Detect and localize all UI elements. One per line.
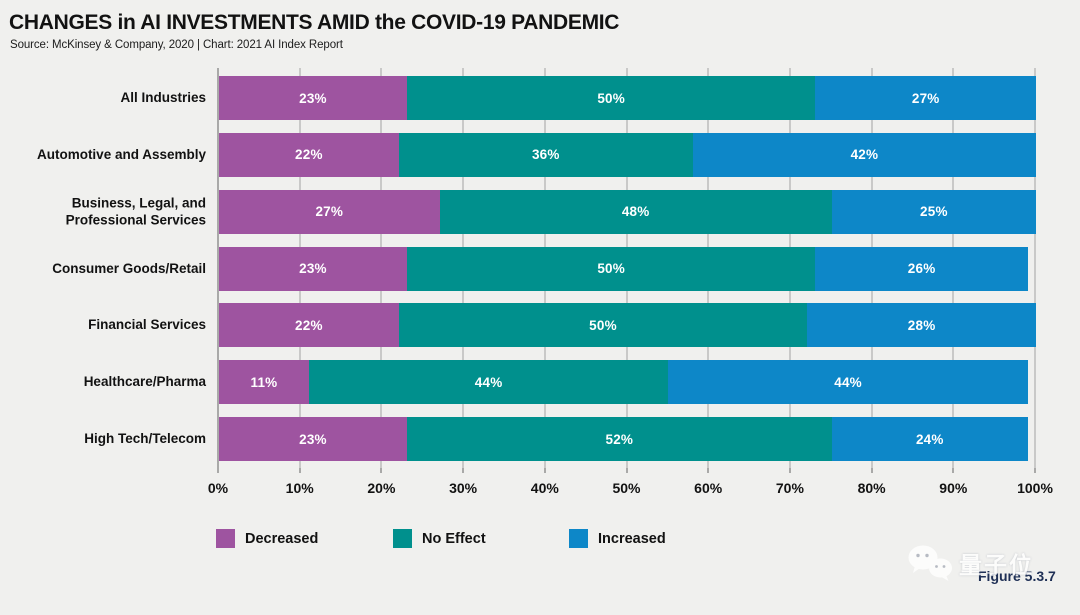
bar-segment-decreased: 22%: [219, 132, 399, 177]
bar-segment-decreased: 22%: [219, 303, 399, 348]
bar-value-label: 25%: [920, 204, 948, 220]
bar-value-label: 28%: [907, 317, 936, 333]
bar-value-label: 27%: [911, 90, 940, 106]
bar-segment-no-effect: 48%: [439, 189, 832, 234]
bar-segment-decreased: 23%: [219, 76, 407, 120]
legend-item-increased: Increased: [569, 529, 666, 548]
category-label: Healthcare/Pharma: [83, 374, 206, 390]
category-label: Business, Legal, and Professional Servic…: [65, 195, 206, 228]
bar-row: 23% 50% 26%: [219, 246, 1028, 291]
legend-item-no-effect: No Effect: [393, 529, 486, 548]
axis-tick: [870, 468, 873, 473]
chart-source: Source: McKinsey & Company, 2020 | Chart…: [10, 39, 343, 51]
bar-segment-decreased: 23%: [219, 246, 407, 291]
x-axis-tick-label: 90%: [939, 480, 968, 496]
bar-value-label: 50%: [597, 261, 625, 277]
axis-tick: [543, 468, 546, 473]
bar-value-label: 42%: [850, 147, 879, 163]
bar-row: 11% 44% 44%: [219, 360, 1028, 405]
bar-row: 27% 48% 25%: [219, 189, 1036, 234]
legend-swatch: [569, 529, 588, 548]
bar-value-label: 44%: [834, 374, 862, 390]
x-axis-tick-label: 30%: [449, 480, 478, 496]
bar-segment-increased: 26%: [815, 246, 1028, 291]
axis-tick: [1034, 468, 1036, 473]
bar-value-label: 22%: [295, 147, 323, 163]
bar-segment-no-effect: 50%: [406, 76, 816, 120]
bar-row: 22% 50% 28%: [219, 303, 1036, 348]
bar-segment-increased: 44%: [668, 360, 1028, 405]
axis-tick: [217, 468, 219, 473]
x-axis-tick-label: 40%: [530, 480, 559, 496]
x-axis-tick-label: 0%: [207, 480, 229, 496]
chart-title: CHANGES in AI INVESTMENTS AMID the COVID…: [9, 11, 620, 34]
bar-value-label: 27%: [315, 204, 344, 220]
bar-segment-no-effect: 50%: [398, 303, 808, 348]
bar-segment-increased: 27%: [815, 76, 1036, 120]
figure-label: Figure 5.3.7: [978, 568, 1056, 584]
bar-value-label: 50%: [597, 90, 625, 106]
gridline: [217, 68, 219, 468]
bar-value-label: 22%: [295, 317, 323, 333]
legend-swatch: [393, 529, 412, 548]
bar-segment-no-effect: 36%: [398, 132, 693, 177]
bar-value-label: 11%: [250, 374, 278, 390]
bar-value-label: 52%: [605, 431, 634, 447]
bar-segment-no-effect: 44%: [308, 360, 669, 405]
category-label: All Industries: [120, 90, 206, 106]
bar-segment-no-effect: 52%: [406, 417, 832, 462]
bar-segment-increased: 42%: [692, 132, 1036, 177]
gridline: [1034, 68, 1036, 468]
x-axis-tick-label: 80%: [857, 480, 886, 496]
category-label: Consumer Goods/Retail: [52, 260, 206, 276]
bar-segment-decreased: 11%: [219, 360, 309, 405]
axis-tick: [625, 468, 628, 473]
axis-tick: [462, 468, 465, 473]
bar-value-label: 44%: [474, 374, 503, 390]
bar-value-label: 24%: [915, 431, 944, 447]
bar-value-label: 50%: [589, 317, 617, 333]
x-axis-tick-label: 100%: [1017, 480, 1053, 496]
axis-tick: [298, 468, 301, 473]
wechat-icon: [908, 545, 952, 581]
bar-value-label: 36%: [531, 147, 560, 163]
category-label: Automotive and Assembly: [36, 147, 206, 163]
legend-swatch: [216, 529, 235, 548]
bar-segment-decreased: 23%: [219, 417, 407, 462]
axis-tick: [788, 468, 791, 473]
bar-segment-decreased: 27%: [219, 189, 440, 234]
bar-value-label: 23%: [299, 261, 327, 277]
x-axis-tick-label: 50%: [612, 480, 641, 496]
category-label: Financial Services: [88, 317, 206, 333]
bar-row: 23% 50% 27%: [219, 76, 1036, 120]
legend-label: Increased: [598, 530, 666, 547]
legend-label: Decreased: [245, 530, 319, 547]
axis-tick: [707, 468, 710, 473]
bar-value-label: 23%: [299, 90, 327, 106]
bar-value-label: 26%: [907, 261, 936, 277]
x-axis-tick-label: 60%: [694, 480, 723, 496]
bar-segment-increased: 25%: [831, 189, 1036, 234]
bar-value-label: 48%: [621, 204, 650, 220]
bar-segment-increased: 24%: [831, 417, 1028, 462]
bar-row: 22% 36% 42%: [219, 132, 1036, 177]
category-label: High Tech/Telecom: [84, 431, 206, 447]
bar-row: 23% 52% 24%: [219, 417, 1028, 462]
bar-value-label: 23%: [299, 431, 327, 447]
x-axis-tick-label: 10%: [285, 480, 314, 496]
axis-tick: [952, 468, 955, 473]
legend-label: No Effect: [422, 530, 486, 547]
bar-segment-no-effect: 50%: [406, 246, 816, 291]
x-axis-tick-label: 70%: [775, 480, 804, 496]
x-axis-tick-label: 20%: [367, 480, 396, 496]
axis-tick: [380, 468, 383, 473]
legend-item-decreased: Decreased: [216, 529, 318, 548]
bar-segment-increased: 28%: [807, 303, 1036, 348]
